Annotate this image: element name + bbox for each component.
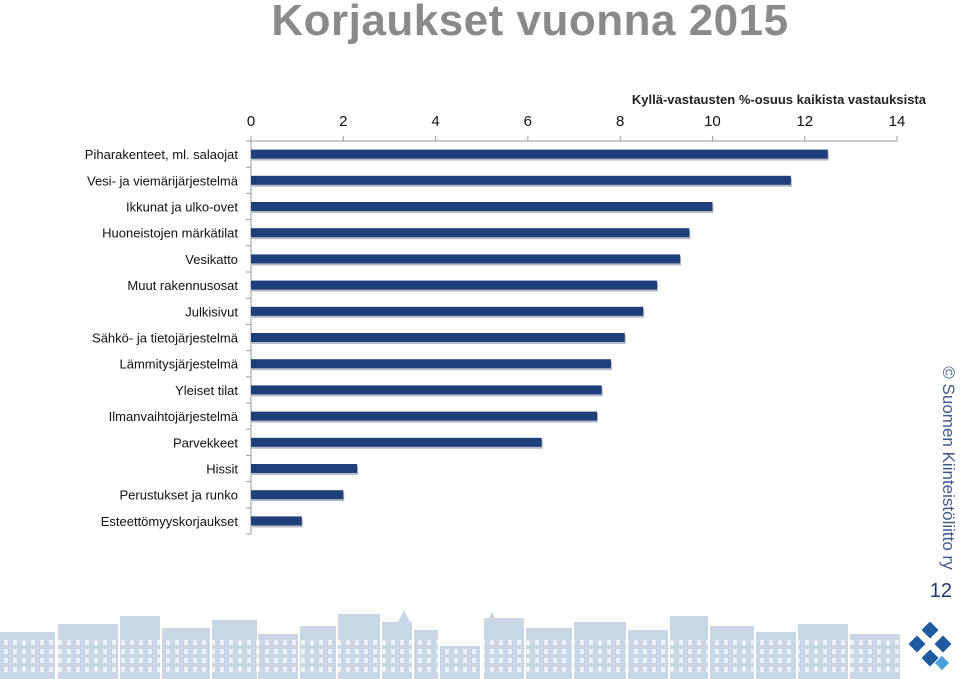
x-tick-label: 12 bbox=[796, 113, 813, 130]
bar bbox=[251, 464, 358, 473]
x-tick-label: 6 bbox=[524, 113, 532, 130]
chart-title: Kyllä-vastausten %-osuus kaikista vastau… bbox=[632, 92, 927, 107]
x-tick-label: 0 bbox=[247, 113, 255, 130]
bar bbox=[251, 437, 542, 447]
category-label: Parvekkeet bbox=[173, 435, 238, 450]
bar bbox=[251, 359, 611, 369]
category-label: Muut rakennusosat bbox=[127, 278, 238, 293]
bar bbox=[251, 202, 713, 211]
category-label: Vesi- ja viemärijärjestelmä bbox=[87, 173, 239, 188]
x-tick-label: 4 bbox=[431, 113, 439, 130]
copyright-notice: © Suomen Kiinteistöliitto ry bbox=[939, 366, 958, 570]
category-label: Ilmanvaihtojärjestelmä bbox=[109, 409, 239, 424]
category-label: Esteettömyyskorjaukset bbox=[101, 514, 239, 529]
category-label: Piharakenteet, ml. salaojat bbox=[85, 147, 239, 162]
category-label: Vesikatto bbox=[185, 252, 238, 267]
bar bbox=[251, 516, 302, 526]
page-number: 12 bbox=[929, 580, 952, 602]
bar bbox=[251, 490, 344, 500]
category-label: Yleiset tilat bbox=[175, 383, 238, 398]
bar bbox=[251, 280, 658, 290]
category-label: Sähkö- ja tietojärjestelmä bbox=[92, 331, 239, 346]
bar bbox=[251, 149, 828, 159]
bar-chart: Kyllä-vastausten %-osuus kaikista vastau… bbox=[85, 92, 927, 535]
x-tick-label: 8 bbox=[616, 113, 624, 130]
category-label: Hissit bbox=[206, 462, 238, 477]
category-label: Ikkunat ja ulko-ovet bbox=[126, 200, 238, 215]
bar bbox=[251, 333, 625, 342]
bar bbox=[251, 175, 791, 185]
page-title: Korjaukset vuonna 2015 bbox=[271, 0, 789, 45]
category-label: Perustukset ja runko bbox=[119, 488, 238, 503]
category-label: Huoneistojen märkätilat bbox=[102, 226, 238, 241]
bar bbox=[251, 306, 644, 316]
bar bbox=[251, 228, 690, 238]
bar bbox=[251, 385, 602, 395]
category-label: Lämmitysjärjestelmä bbox=[120, 357, 239, 372]
bar bbox=[251, 411, 598, 421]
x-tick-label: 10 bbox=[704, 113, 721, 130]
city-skyline-decoration bbox=[0, 610, 900, 679]
kiinteistoliitto-logo bbox=[908, 622, 952, 671]
category-label: Julkisivut bbox=[185, 304, 238, 319]
bar bbox=[251, 254, 681, 264]
x-tick-label: 14 bbox=[889, 113, 906, 130]
x-tick-label: 2 bbox=[339, 113, 347, 130]
